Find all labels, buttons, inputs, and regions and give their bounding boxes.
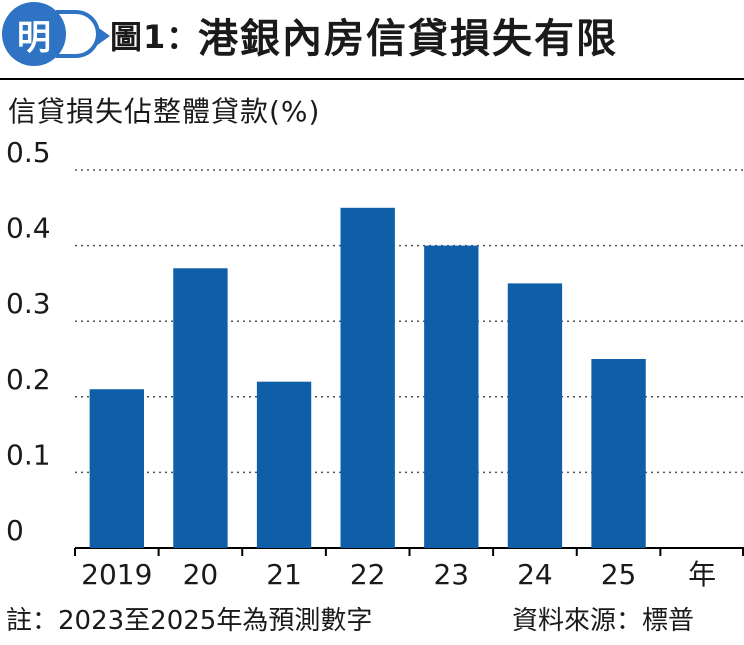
y-tick-label: 0.5 [6,136,51,169]
header-divider [0,78,744,80]
bar [89,389,144,548]
x-axis-unit-label: 年 [688,558,716,591]
x-tick-label: 20 [183,558,219,591]
bar [340,207,395,549]
chart-title: 港銀內房信貸損失有限 [198,16,618,62]
y-tick-label: 0.3 [6,287,51,320]
x-tick-label: 23 [433,558,469,591]
x-tick-label: 2019 [81,558,152,591]
x-tick-label: 22 [350,558,386,591]
figure-label: 圖1： [110,18,200,56]
bar [507,283,563,548]
bar [591,359,646,548]
speech-bubble-tail-icon [56,10,110,58]
bar [173,268,228,548]
y-tick-label: 0.4 [6,212,51,245]
x-tick-label: 25 [601,558,637,591]
x-tick-label: 24 [517,558,553,591]
y-tick-label: 0.2 [6,363,51,396]
y-tick-label: 0.1 [6,438,51,471]
x-tick-label: 21 [266,558,302,591]
footnote: 註：2023至2025年為預測數字 [6,606,373,636]
header: 明 圖1： 港銀內房信貸損失有限 [0,0,744,72]
y-axis-title: 信貸損失佔整體貸款(%) [8,95,321,128]
bar [256,381,312,548]
y-tick-label: 0 [6,514,24,547]
bar [424,245,479,548]
source-credit: 資料來源：標普 [512,606,695,636]
logo-badge: 明 [2,2,66,66]
